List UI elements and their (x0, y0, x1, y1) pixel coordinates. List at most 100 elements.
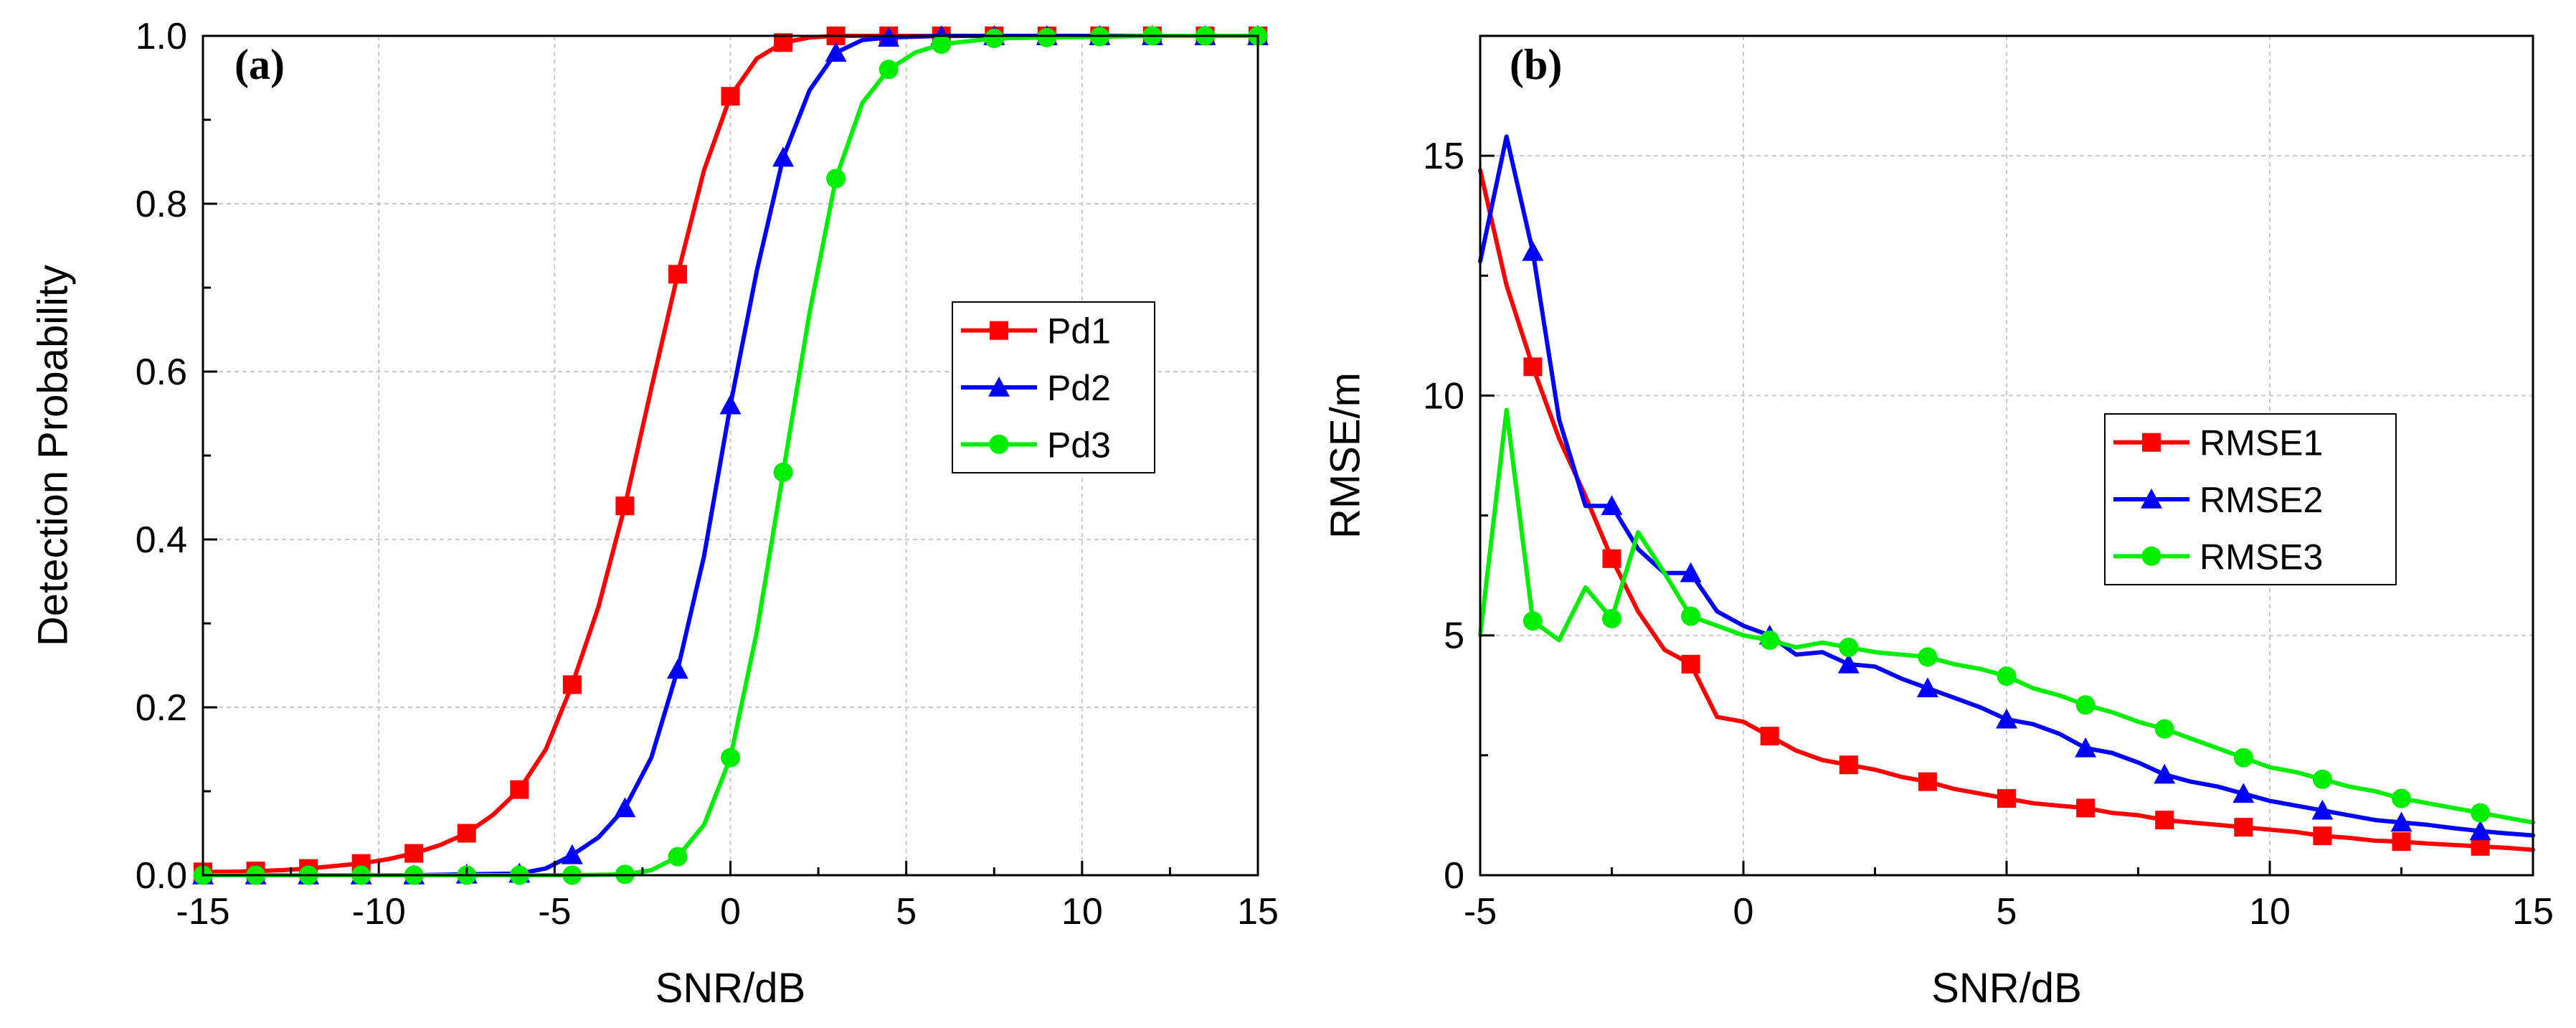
panel-b-label: (b) (1510, 41, 1562, 88)
rmse2-point (2154, 763, 2176, 784)
rmse1-point (1918, 772, 1937, 791)
rmse3-point (1997, 666, 2017, 687)
rmse1-point (2313, 826, 2332, 846)
rmse1-point (1602, 549, 1621, 568)
panel-a: -15 -10 -5 0 5 10 15 0.0 0.2 0.4 0.6 0.8 1.0 (a) SNR… (29, 16, 1279, 1012)
pd1-point (510, 780, 529, 799)
rmse1-point (1681, 654, 1700, 674)
panel-a-legend: Pd1 Pd2 Pd3 (952, 301, 1155, 473)
y-tick-label: 0.2 (136, 687, 187, 729)
rmse2-point (2390, 811, 2412, 832)
rmse1-point (2155, 811, 2174, 830)
series-rmse3 (1478, 407, 2535, 825)
rmse3-point (1760, 630, 1780, 650)
rmse2-point (1680, 562, 1702, 583)
x-tick-label: 5 (896, 891, 917, 933)
rmse2-point (2311, 799, 2334, 820)
pd3-point (773, 462, 793, 482)
pd3-point (668, 847, 688, 867)
pd2-point (614, 797, 636, 818)
pd3-point (721, 748, 740, 768)
x-tick-label: 15 (1237, 891, 1279, 933)
rmse3-point (1523, 611, 1543, 631)
x-tick-label: 10 (2249, 891, 2291, 933)
pd3-point (826, 169, 846, 189)
y-tick-label: 1.0 (136, 16, 187, 57)
legend-label-pd2: Pd2 (1047, 368, 1111, 408)
pd3-point (932, 34, 952, 55)
legend-marker-rmse3 (2141, 546, 2161, 566)
legend-label-rmse2: RMSE2 (2199, 480, 2323, 520)
rmse2-point (1601, 495, 1623, 515)
panel-a-ticks: -15 -10 -5 0 5 10 15 0.0 0.2 0.4 0.6 0.8 1.0 (136, 16, 1279, 933)
pd2-point (772, 146, 795, 167)
rmse3-point (2075, 695, 2096, 715)
series-rmse1 (1478, 168, 2535, 856)
x-tick-label: 5 (1997, 891, 2017, 933)
rmse2-point (1837, 653, 1860, 674)
x-tick-label: -10 (352, 891, 406, 933)
legend-marker-rmse2 (2141, 489, 2162, 509)
pd2-point (719, 394, 742, 415)
rmse2-point (1522, 240, 1544, 261)
panel-a-y-axis-label: Detection Probability (29, 265, 76, 646)
series-rmse2 (1478, 134, 2535, 841)
y-tick-label: 0.8 (136, 184, 187, 225)
legend-label-rmse1: RMSE1 (2199, 423, 2323, 463)
rmse3-point (1681, 606, 1701, 626)
pd1-point (721, 87, 740, 106)
rmse1-point (1523, 357, 1543, 377)
legend-label-rmse3: RMSE3 (2199, 537, 2323, 577)
y-tick-label: 0.4 (136, 519, 187, 561)
y-tick-label: 10 (1423, 375, 1464, 417)
pd1-point (404, 844, 424, 863)
rmse1-point (1997, 789, 2016, 808)
y-tick-label: 5 (1444, 616, 1464, 657)
panel-b-series (1478, 134, 2535, 856)
legend-marker-pd3 (989, 434, 1009, 454)
rmse2-point (2075, 737, 2097, 758)
rmse2-point (2232, 783, 2255, 803)
pd1-point (457, 824, 476, 843)
rmse3-point (1839, 637, 1859, 657)
rmse3-point (2312, 769, 2332, 789)
rmse2-point (1996, 708, 2017, 729)
pd3-point (1037, 27, 1057, 47)
legend-marker-rmse1 (2142, 433, 2161, 452)
rmse1-point (1760, 727, 1779, 746)
pd3-point (984, 29, 1004, 49)
pd1-point (562, 675, 582, 694)
y-tick-label: 0.0 (136, 855, 187, 897)
panel-a-label: (a) (235, 41, 285, 88)
pd1-point (615, 496, 635, 516)
rmse3-point (2154, 719, 2174, 739)
panel-b-legend: RMSE1 RMSE2 RMSE3 (2104, 413, 2397, 585)
rmse1-point (1839, 755, 1858, 775)
x-tick-label: 0 (720, 891, 741, 933)
legend-marker-pd2 (988, 377, 1010, 397)
panel-b-x-axis-label: SNR/dB (1931, 965, 2082, 1012)
rmse1-point (2076, 798, 2096, 818)
panel-b-y-axis-label: RMSE/m (1322, 372, 1368, 539)
pd3-point (879, 60, 899, 80)
y-tick-label: 15 (1423, 136, 1464, 177)
y-tick-label: 0 (1444, 855, 1464, 897)
x-tick-label: 10 (1061, 891, 1103, 933)
pd2-point (825, 42, 847, 62)
rmse1-point (2234, 818, 2253, 837)
legend-label-pd3: Pd3 (1047, 425, 1111, 465)
rmse3-point (2392, 788, 2411, 808)
rmse3-point (1602, 608, 1621, 628)
legend-label-pd1: Pd1 (1047, 311, 1111, 352)
rmse2-point (2469, 820, 2491, 841)
x-tick-label: 0 (1733, 891, 1754, 933)
pd2-point (666, 659, 688, 679)
y-tick-label: 0.6 (136, 352, 187, 393)
pd1-point (668, 265, 687, 284)
legend-marker-pd1 (990, 321, 1008, 340)
panel-a-x-axis-label: SNR/dB (655, 965, 806, 1012)
x-tick-label: -5 (538, 891, 571, 933)
